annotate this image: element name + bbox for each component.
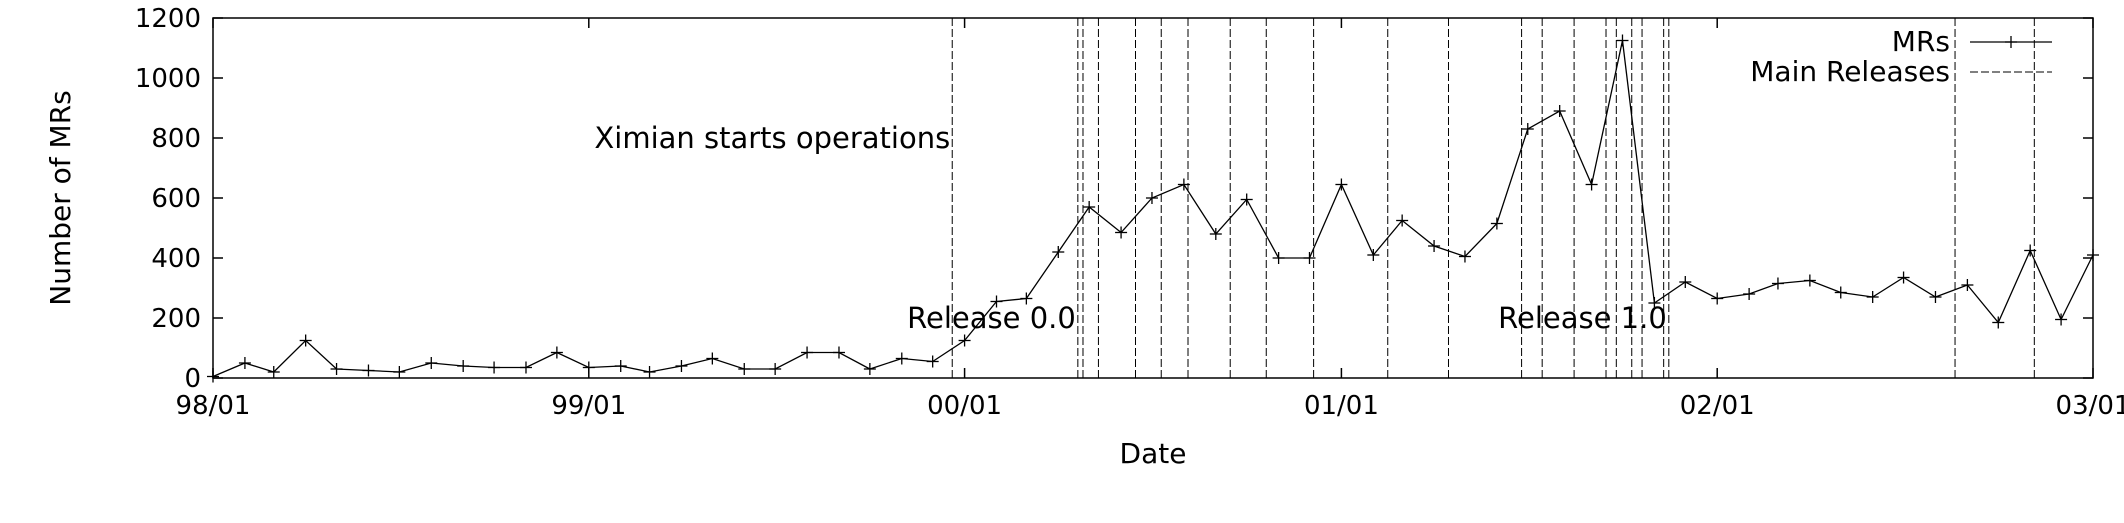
y-tick-label: 200 — [151, 304, 201, 334]
mrs-point — [926, 355, 939, 368]
mrs-point — [1711, 292, 1724, 305]
y-tick-label: 800 — [151, 124, 201, 154]
mrs-point — [1020, 292, 1033, 305]
mrs-point — [1396, 214, 1409, 227]
mrs-point — [488, 361, 501, 374]
mrs-point — [1553, 105, 1566, 117]
mrs-point — [1961, 279, 1974, 291]
main-releases — [951, 18, 2035, 378]
y-tick-label: 1000 — [135, 64, 201, 94]
x-tick-label: 02/01 — [1680, 391, 1755, 421]
mrs-point — [1240, 193, 1253, 206]
x-tick-label: 00/01 — [927, 391, 1002, 421]
annotations: Ximian starts operations Release 0.0 Relea… — [594, 121, 1666, 335]
legend-label: Main Releases — [1750, 55, 1950, 88]
legend-label: MRs — [1892, 25, 1950, 58]
mrs-point — [614, 360, 627, 372]
mrs-point — [425, 357, 438, 369]
mrs-point — [1428, 240, 1441, 252]
mrs-point — [1929, 291, 1942, 303]
mrs-point — [1834, 286, 1847, 299]
mrs-point — [675, 360, 688, 372]
mrs-point — [958, 334, 971, 347]
mrs-point — [393, 366, 406, 378]
mrs-point — [1115, 226, 1128, 239]
mrs-point — [895, 352, 908, 365]
mrs-point — [706, 352, 719, 365]
mrs-point — [2055, 313, 2068, 326]
mrs-point — [1866, 291, 1879, 303]
x-tick-label: 99/01 — [551, 391, 626, 421]
annotation: Release 0.0 — [907, 301, 1076, 335]
y-axis-title: Number of MRs — [44, 90, 77, 305]
mrs-point — [267, 366, 280, 378]
mrs-point — [1743, 288, 1756, 300]
mrs-point — [330, 363, 343, 375]
mrs-point — [1771, 277, 1784, 290]
y-tick-label: 1200 — [135, 4, 201, 34]
mrs-point — [863, 363, 876, 375]
mrs-point — [769, 363, 782, 375]
mrs-point — [1303, 252, 1316, 264]
mrs-point — [1458, 250, 1471, 263]
mrs-point — [990, 295, 1003, 308]
mrs-point — [1992, 316, 2005, 329]
mrs-point — [1367, 249, 1380, 261]
mrs-point — [1177, 178, 1190, 191]
mrs-point — [1521, 123, 1534, 135]
mrs-point — [519, 361, 532, 374]
mrs-point — [2024, 244, 2037, 257]
mrs-point — [550, 346, 563, 359]
x-tick-label: 98/01 — [176, 391, 251, 421]
annotation: Ximian starts operations — [594, 121, 950, 155]
mrs-point — [643, 366, 656, 378]
mrs-point — [238, 357, 251, 369]
x-tick-label: 01/01 — [1304, 391, 1379, 421]
mrs-point — [1052, 246, 1065, 258]
mrs-point — [362, 364, 375, 377]
x-axis-title: Date — [1120, 437, 1187, 470]
y-tick-label: 400 — [151, 244, 201, 274]
mrs-line — [212, 40, 2094, 378]
mrs-point — [1145, 192, 1158, 204]
y-tick-label: 600 — [151, 184, 201, 214]
mrs-point — [1083, 201, 1096, 213]
mrs-point — [1897, 271, 1910, 284]
mrs-point — [832, 346, 845, 359]
mrs-point — [1585, 178, 1598, 191]
mrs-point — [1616, 34, 1629, 47]
x-tick-label: 03/01 — [2056, 391, 2124, 421]
mrs-point — [1679, 276, 1692, 288]
mrs-point — [457, 360, 470, 372]
mrs-point — [738, 363, 751, 375]
mrs-point — [1335, 178, 1348, 191]
mrs-point — [299, 334, 312, 347]
mrs-point — [2087, 249, 2099, 261]
axes: 0 200 400 600 800 1000 1200 98/01 99/01 00/01 01/0… — [135, 4, 2124, 421]
mrs-point — [1803, 274, 1816, 287]
mrs-point — [1272, 252, 1285, 264]
y-tick-label: 0 — [184, 364, 201, 394]
mrs-series — [207, 34, 2099, 383]
mrs-point — [1209, 228, 1222, 240]
mrs-point — [1490, 217, 1503, 230]
annotation: Release 1.0 — [1498, 301, 1667, 335]
mrs-point — [801, 346, 814, 359]
mrs-point — [1648, 297, 1661, 309]
